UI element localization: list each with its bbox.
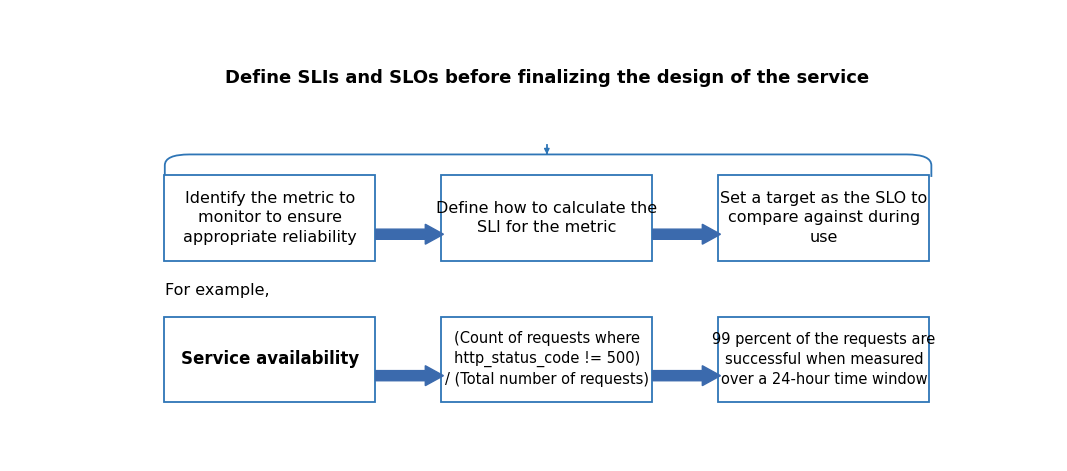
FancyBboxPatch shape [164,175,376,260]
FancyArrow shape [376,224,444,244]
Text: (Count of requests where
http_status_code != 500)
/ (Total number of requests): (Count of requests where http_status_cod… [445,332,649,387]
FancyArrow shape [653,365,720,386]
FancyBboxPatch shape [164,317,376,402]
Text: 99 percent of the requests are
successful when measured
over a 24-hour time wind: 99 percent of the requests are successfu… [713,332,936,387]
FancyArrow shape [376,365,444,386]
FancyBboxPatch shape [442,317,652,402]
FancyBboxPatch shape [718,317,929,402]
FancyBboxPatch shape [442,175,652,260]
Text: Identify the metric to
monitor to ensure
appropriate reliability: Identify the metric to monitor to ensure… [182,191,356,245]
Text: Service availability: Service availability [180,350,359,368]
Text: Define how to calculate the
SLI for the metric: Define how to calculate the SLI for the … [436,201,657,236]
FancyBboxPatch shape [718,175,929,260]
FancyArrow shape [653,224,720,244]
Text: Define SLIs and SLOs before finalizing the design of the service: Define SLIs and SLOs before finalizing t… [225,69,869,87]
Text: Set a target as the SLO to
compare against during
use: Set a target as the SLO to compare again… [720,191,927,245]
Text: For example,: For example, [164,283,270,298]
